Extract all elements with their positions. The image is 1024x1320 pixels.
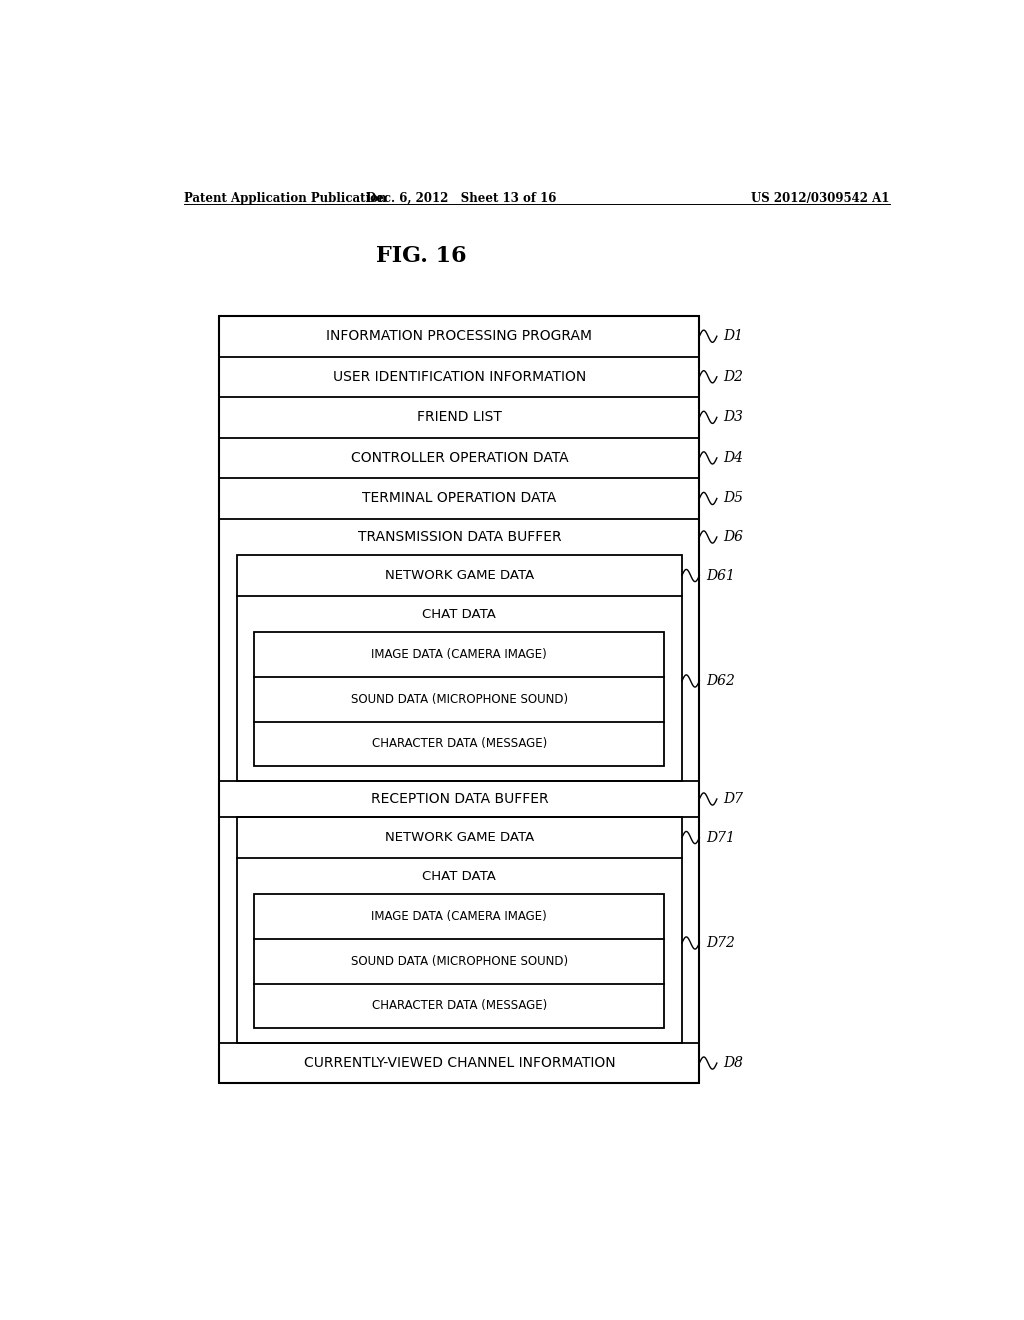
Text: CHARACTER DATA (MESSAGE): CHARACTER DATA (MESSAGE) [372, 738, 547, 750]
Text: D6: D6 [723, 531, 743, 544]
Text: D3: D3 [723, 411, 743, 424]
Bar [237, 556, 682, 780]
Text: INFORMATION PROCESSING PROGRAM: INFORMATION PROCESSING PROGRAM [327, 329, 592, 343]
Text: NETWORK GAME DATA: NETWORK GAME DATA [385, 832, 534, 843]
Text: TRANSMISSION DATA BUFFER: TRANSMISSION DATA BUFFER [357, 531, 561, 544]
Text: Patent Application Publication: Patent Application Publication [183, 191, 386, 205]
Text: CURRENTLY-VIEWED CHANNEL INFORMATION: CURRENTLY-VIEWED CHANNEL INFORMATION [303, 1056, 615, 1071]
Text: D7: D7 [723, 792, 743, 807]
Text: IMAGE DATA (CAMERA IMAGE): IMAGE DATA (CAMERA IMAGE) [372, 648, 547, 661]
Text: SOUND DATA (MICROPHONE SOUND): SOUND DATA (MICROPHONE SOUND) [351, 693, 568, 706]
Text: USER IDENTIFICATION INFORMATION: USER IDENTIFICATION INFORMATION [333, 370, 586, 384]
Text: D8: D8 [723, 1056, 743, 1071]
Text: CONTROLLER OPERATION DATA: CONTROLLER OPERATION DATA [350, 451, 568, 465]
Text: D4: D4 [723, 451, 743, 465]
Text: TERMINAL OPERATION DATA: TERMINAL OPERATION DATA [362, 491, 556, 506]
Text: IMAGE DATA (CAMERA IMAGE): IMAGE DATA (CAMERA IMAGE) [372, 909, 547, 923]
Text: US 2012/0309542 A1: US 2012/0309542 A1 [752, 191, 890, 205]
Text: CHARACTER DATA (MESSAGE): CHARACTER DATA (MESSAGE) [372, 999, 547, 1012]
Text: D71: D71 [706, 830, 734, 845]
Text: D1: D1 [723, 329, 743, 343]
Text: NETWORK GAME DATA: NETWORK GAME DATA [385, 569, 534, 582]
Text: FRIEND LIST: FRIEND LIST [417, 411, 502, 424]
Text: D2: D2 [723, 370, 743, 384]
Bar [254, 895, 665, 1028]
Text: FIG. 16: FIG. 16 [376, 244, 467, 267]
Text: CHAT DATA: CHAT DATA [422, 607, 497, 620]
Text: SOUND DATA (MICROPHONE SOUND): SOUND DATA (MICROPHONE SOUND) [351, 954, 568, 968]
Bar [237, 817, 682, 1043]
Text: D72: D72 [706, 936, 734, 950]
Text: D5: D5 [723, 491, 743, 506]
Text: Dec. 6, 2012   Sheet 13 of 16: Dec. 6, 2012 Sheet 13 of 16 [367, 191, 556, 205]
Text: D61: D61 [706, 569, 734, 582]
Bar [219, 315, 699, 1084]
Text: RECEPTION DATA BUFFER: RECEPTION DATA BUFFER [371, 792, 548, 807]
Text: D62: D62 [706, 675, 734, 688]
Text: CHAT DATA: CHAT DATA [422, 870, 497, 883]
Bar [254, 632, 665, 766]
